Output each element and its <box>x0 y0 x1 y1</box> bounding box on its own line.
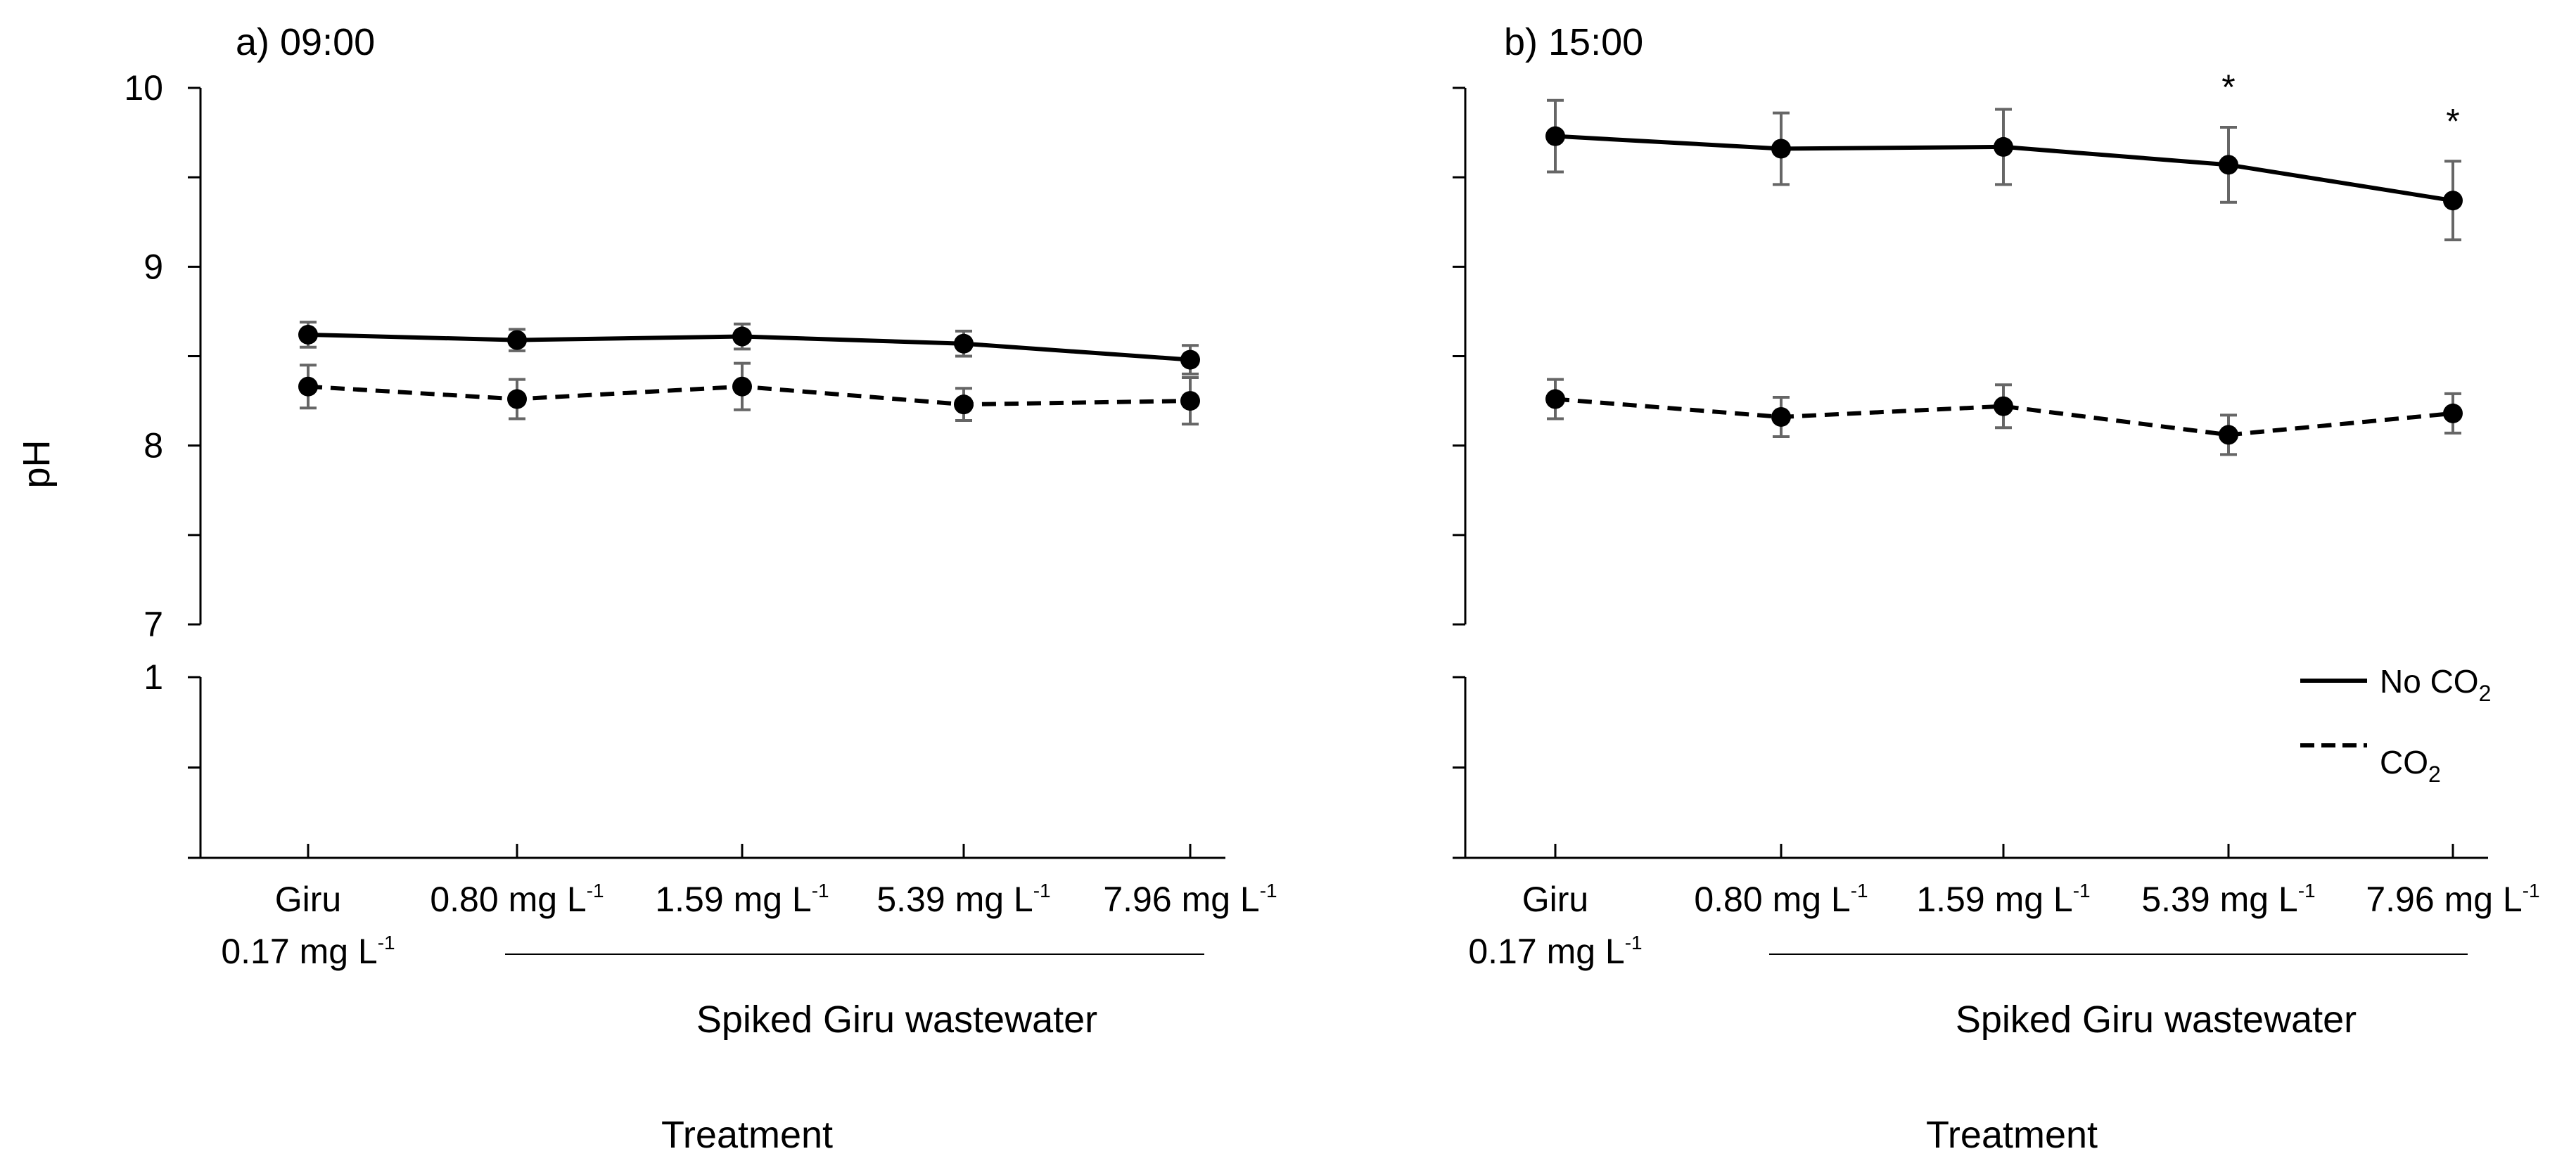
data-point <box>507 330 527 350</box>
x-tick-label: 7.96 mg L-1 <box>1103 880 1277 919</box>
data-point <box>1994 136 2013 157</box>
data-point <box>2219 155 2238 175</box>
data-point <box>1771 406 1791 427</box>
data-point <box>1771 139 1791 159</box>
x-tick-label: 1.59 mg L-1 <box>655 880 829 919</box>
data-point <box>298 324 318 345</box>
series-co2 <box>298 361 1200 426</box>
legend-label-co2: CO2 <box>2380 744 2441 787</box>
x-tick-label: 5.39 mg L-1 <box>876 880 1050 919</box>
group-label: Spiked Giru wastewater <box>1956 999 2357 1041</box>
panel-a: a) 09:00 7 8 9 10 1 Giru 0.17 mg L-1 0.80 mg L-1… <box>124 21 1277 1156</box>
data-point <box>507 389 527 409</box>
data-point <box>732 326 752 347</box>
x-axis-title: Treatment <box>661 1114 833 1156</box>
x-tick-label: Giru <box>1522 880 1588 919</box>
x-tick-label: 0.80 mg L-1 <box>430 880 604 919</box>
x-tick-label: 1.59 mg L-1 <box>1916 880 2090 919</box>
data-point <box>1994 396 2013 416</box>
x-tick-label: 0.80 mg L-1 <box>1694 880 1868 919</box>
y-tick-label: 8 <box>144 426 163 465</box>
series-no-co2 <box>1545 98 2463 242</box>
significance-marker: * <box>2221 68 2235 107</box>
legend: No CO2 CO2 <box>2300 663 2491 787</box>
x-tick-label: Giru <box>275 880 341 919</box>
y-tick-label: 9 <box>144 247 163 286</box>
x-tick-label-line2: 0.17 mg L-1 <box>1468 932 1642 971</box>
data-point <box>1180 391 1200 411</box>
panel-title: b) 15:00 <box>1504 21 1643 63</box>
legend-label-no-co2: No CO2 <box>2380 663 2491 706</box>
panel-b: b) 15:00 Giru 0.17 mg L-1 0.80 mg L-1 1.59 m… <box>1453 21 2540 1156</box>
data-point <box>2219 425 2238 445</box>
y-tick-label: 7 <box>144 605 163 644</box>
data-point <box>298 376 318 397</box>
series-line <box>1555 397 2454 437</box>
y-axis-title: pH <box>15 439 58 488</box>
data-point <box>1545 389 1565 409</box>
x-tick-label-line2: 0.17 mg L-1 <box>221 932 395 971</box>
group-label: Spiked Giru wastewater <box>696 999 1097 1041</box>
significance-marker: * <box>2446 101 2459 141</box>
series-no-co2 <box>298 321 1200 375</box>
data-point <box>2443 191 2463 211</box>
data-point <box>954 394 974 415</box>
panel-title: a) 09:00 <box>236 21 375 63</box>
data-point <box>954 333 974 354</box>
data-point <box>1180 349 1200 370</box>
data-point <box>732 376 752 397</box>
x-tick-label: 5.39 mg L-1 <box>2141 880 2315 919</box>
y-tick-label: 1 <box>144 657 163 697</box>
data-point <box>1545 126 1565 146</box>
data-point <box>2443 403 2463 423</box>
y-tick-label: 10 <box>124 68 163 108</box>
series-co2 <box>1545 378 2463 456</box>
x-tick-label: 7.96 mg L-1 <box>2366 880 2539 919</box>
x-axis-title: Treatment <box>1926 1114 2098 1156</box>
